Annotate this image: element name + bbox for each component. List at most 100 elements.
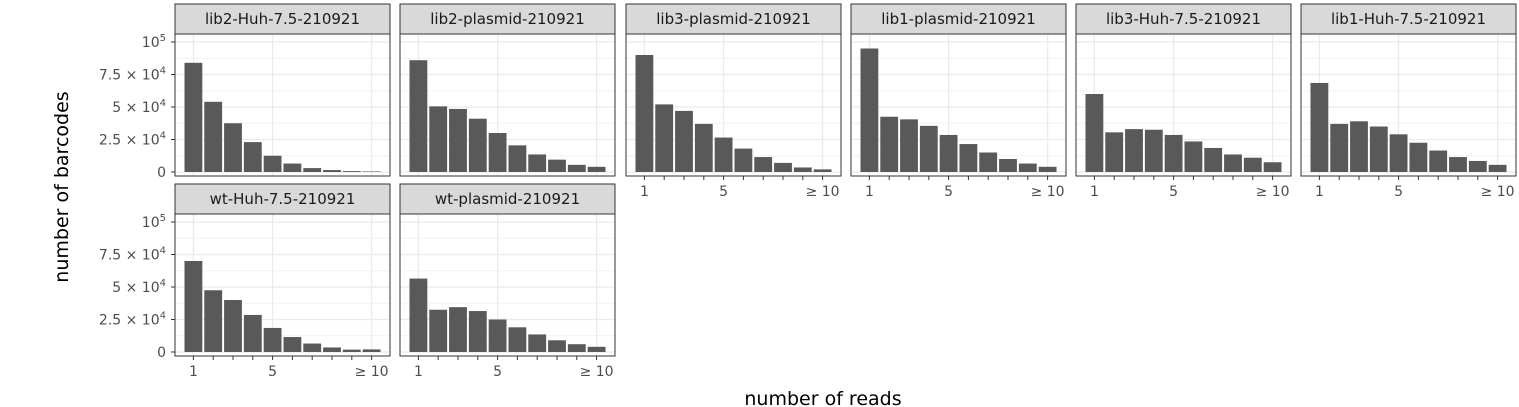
bar (1389, 134, 1408, 172)
facet-strip (174, 183, 391, 215)
bar (342, 349, 361, 352)
bar (1243, 157, 1262, 172)
bar (224, 123, 242, 172)
bar (303, 343, 322, 352)
bar (959, 144, 978, 172)
x-tick-label: 5 (1169, 184, 1178, 200)
panel-border (1075, 33, 1292, 177)
bar (1038, 166, 1057, 172)
panel-border (850, 33, 1067, 177)
bar (1409, 142, 1428, 172)
bar (548, 159, 566, 172)
bar (774, 162, 792, 172)
x-tick-label: ≥ 10 (1481, 184, 1515, 200)
bar (880, 116, 899, 172)
facet-strip (399, 3, 616, 35)
bar (714, 137, 733, 172)
x-axis-title: number of reads (744, 388, 901, 407)
bar (508, 145, 527, 172)
bar (362, 349, 381, 352)
facet-panel: lib2-plasmid-210921 (399, 3, 616, 177)
facet-strip-label: wt-Huh-7.5-210921 (210, 190, 356, 208)
facet-panel: lib1-plasmid-210921 1 5 ≥ 10 (850, 3, 1067, 200)
y-tick-label: 5 × 104 (112, 98, 166, 116)
bar (429, 106, 448, 172)
bar (1350, 121, 1368, 172)
facet-strip (1300, 3, 1517, 35)
bar (409, 60, 428, 173)
x-tick-label: 1 (865, 184, 874, 200)
bar (1085, 94, 1104, 172)
bar (1224, 154, 1242, 172)
x-tick-label: ≥ 10 (580, 364, 614, 380)
facet-strip-label: lib3-Huh-7.5-210921 (1106, 10, 1261, 28)
x-tick-label: ≥ 10 (1031, 184, 1065, 200)
y-tick-label: 2.5 × 104 (99, 311, 166, 329)
bar (1330, 123, 1349, 172)
bar (793, 167, 812, 172)
bar (548, 340, 566, 352)
x-tick-label: 1 (640, 184, 649, 200)
bar (939, 134, 958, 172)
x-tick-label: 5 (944, 184, 953, 200)
bar (429, 309, 448, 352)
facet-strip-label: lib1-Huh-7.5-210921 (1331, 10, 1486, 28)
bar (204, 101, 223, 172)
y-tick-label: 105 (142, 33, 166, 51)
y-tick-label: 0 (157, 345, 166, 361)
facet-panel: wt-plasmid-210921 1 5 ≥ 10 (399, 183, 616, 380)
bar (184, 261, 203, 352)
bar (1263, 162, 1282, 172)
bar (655, 104, 674, 172)
y-tick-label: 0 (157, 165, 166, 181)
y-tick-label: 7.5 × 104 (99, 246, 166, 264)
bar (694, 123, 713, 172)
x-tick-label: ≥ 10 (355, 364, 389, 380)
panel-border (1300, 33, 1517, 177)
bar (999, 159, 1017, 172)
panel-border (174, 213, 391, 357)
x-tick-label: 5 (1394, 184, 1403, 200)
x-tick-label: 5 (719, 184, 728, 200)
bar (1369, 126, 1388, 172)
bar (468, 118, 487, 172)
panel-border (625, 33, 842, 177)
bar (488, 319, 507, 352)
bar (1184, 141, 1203, 172)
x-tick-label: 5 (268, 364, 277, 380)
facet-panel: lib2-Huh-7.5-210921 0 2.5 × 104 5 × 104 7.5 … (99, 3, 391, 181)
bar (1144, 129, 1163, 172)
bar (979, 152, 998, 172)
facet-panel: wt-Huh-7.5-210921 0 2.5 × 104 5 × 104 7.5 × … (99, 183, 391, 380)
facet-strip (174, 3, 391, 35)
facet-strip (850, 3, 1067, 35)
panel-border (399, 213, 616, 357)
bar (342, 171, 361, 172)
y-tick-label: 2.5 × 104 (99, 131, 166, 149)
bar (754, 157, 773, 172)
bar (860, 48, 879, 172)
x-tick-label: 5 (493, 364, 502, 380)
bar (587, 166, 606, 172)
bar (1449, 157, 1467, 172)
bar (567, 344, 586, 352)
bar (528, 154, 547, 172)
bar (283, 337, 302, 352)
bar (303, 168, 322, 172)
bar (323, 347, 341, 352)
bar (204, 290, 223, 352)
facet-panel: lib3-plasmid-210921 1 5 ≥ 10 (625, 3, 842, 200)
facet-panel: lib3-Huh-7.5-210921 1 5 ≥ 10 (1075, 3, 1292, 200)
bar (1105, 132, 1124, 172)
bar (675, 110, 693, 172)
x-tick-label: ≥ 10 (806, 184, 840, 200)
facet-strip (399, 183, 616, 215)
facet-strip-label: lib2-Huh-7.5-210921 (205, 10, 360, 28)
panel-border (399, 33, 616, 177)
bar (449, 307, 467, 352)
bar (919, 125, 938, 172)
bar (263, 155, 282, 172)
bar (1164, 134, 1183, 172)
bar (323, 170, 341, 172)
y-axis-title: number of barcodes (51, 91, 73, 282)
